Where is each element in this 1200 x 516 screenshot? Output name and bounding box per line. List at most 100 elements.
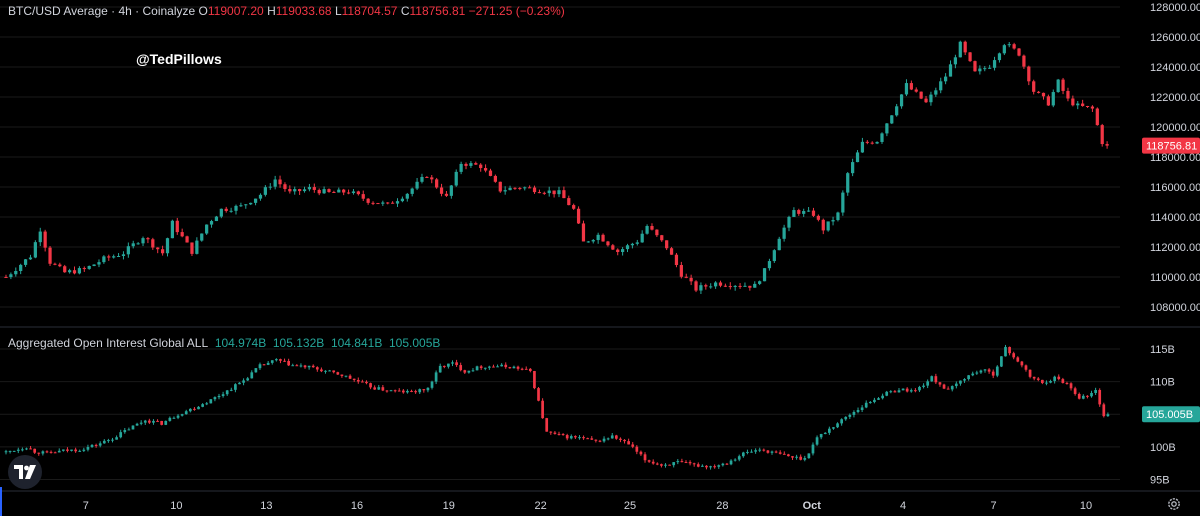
candle-body <box>743 285 747 287</box>
candle-body <box>705 465 708 468</box>
candle-body <box>268 186 272 188</box>
candle-body <box>205 224 209 234</box>
candle-body <box>483 168 488 171</box>
candle-body <box>516 366 520 369</box>
candle-body <box>165 238 170 254</box>
low-label: L <box>334 4 342 18</box>
x-tick-label: 25 <box>624 500 636 512</box>
last-value-tag <box>1142 137 1200 154</box>
candle-body <box>324 370 327 372</box>
candle-body <box>19 264 23 272</box>
candle-body <box>574 436 577 438</box>
candle-body <box>581 223 586 242</box>
price-legend: BTC/USD Average · 4h · Coinalyze O119007… <box>8 4 565 18</box>
candle-body <box>351 191 356 194</box>
oi-close-value: 105.005B <box>389 336 441 350</box>
candle-body <box>929 94 933 103</box>
close-label: C <box>400 4 410 18</box>
candle-body <box>918 386 921 391</box>
candle-body <box>782 227 786 239</box>
candle-body <box>500 364 504 367</box>
candle-body <box>188 408 192 412</box>
candle-body <box>455 362 458 366</box>
candle-body <box>410 390 413 392</box>
low-value: 118704.57 <box>341 4 398 18</box>
candle-body <box>616 249 620 252</box>
candle-body <box>336 372 340 375</box>
candle-body <box>86 447 90 450</box>
candle-body <box>819 434 823 438</box>
candle-body <box>758 281 762 284</box>
candle-body <box>68 270 72 273</box>
candle-body <box>176 415 180 418</box>
candle-body <box>135 423 139 426</box>
candle-body <box>1069 383 1073 389</box>
candle-body <box>97 262 101 265</box>
candle-body <box>753 283 757 288</box>
candle-body <box>143 420 147 423</box>
candle-body <box>152 420 155 423</box>
candle-body <box>127 429 131 431</box>
candle-body <box>302 189 307 192</box>
symbol-title[interactable]: BTC/USD Average · 4h · Coinalyze <box>8 4 196 18</box>
y-tick-label: 95B <box>1150 474 1170 486</box>
candle-body <box>826 221 830 231</box>
candle-body <box>438 365 442 373</box>
candle-body <box>954 383 958 387</box>
candle-body <box>107 440 110 442</box>
candle-body <box>938 382 942 385</box>
candle-body <box>205 403 209 405</box>
tradingview-logo-icon[interactable] <box>8 455 42 489</box>
candle-body <box>224 208 228 211</box>
y-tick-label: 126000.00 <box>1150 32 1200 44</box>
candle-body <box>770 451 774 453</box>
candle-body <box>948 64 953 77</box>
candle-body <box>90 444 94 448</box>
candle-body <box>459 163 463 172</box>
settings-gear-icon[interactable] <box>1166 496 1182 512</box>
candle-body <box>78 450 82 452</box>
candle-body <box>1032 376 1036 379</box>
candle-body <box>148 420 151 423</box>
candle-body <box>217 395 221 398</box>
oi-low-value: 104.841B <box>330 336 383 350</box>
y-tick-label: 120000.00 <box>1150 122 1200 134</box>
candle-body <box>270 360 274 363</box>
oi-title[interactable]: Aggregated Open Interest Global ALL <box>8 336 209 350</box>
candle-body <box>430 381 434 388</box>
candle-body <box>797 210 801 214</box>
candle-body <box>572 205 576 209</box>
x-tick-label: 10 <box>1080 500 1092 512</box>
candle-body <box>668 464 671 466</box>
candle-body <box>860 141 865 153</box>
candle-body <box>244 204 248 206</box>
candle-body <box>655 463 659 465</box>
candle-body <box>904 83 909 95</box>
candle-body <box>1012 353 1016 358</box>
candle-body <box>704 285 708 287</box>
candle-body <box>214 216 219 222</box>
candle-body <box>520 368 524 370</box>
candle-body <box>836 212 840 221</box>
candle-body <box>1102 404 1106 417</box>
candle-body <box>291 365 295 367</box>
candle-body <box>1002 45 1006 54</box>
candle-body <box>45 451 49 453</box>
candle-body <box>1061 79 1065 91</box>
candle-body <box>958 41 962 58</box>
candle-body <box>672 462 676 466</box>
x-tick-label: Oct <box>803 500 822 512</box>
candle-body <box>229 210 233 212</box>
candle-body <box>1053 376 1057 382</box>
candle-body <box>689 277 693 282</box>
candle-body <box>467 370 471 373</box>
high-label: H <box>267 4 276 18</box>
candle-body <box>102 440 106 444</box>
oi-legend: Aggregated Open Interest Global ALL 104.… <box>8 336 440 350</box>
candle-body <box>342 189 346 193</box>
open-label: O <box>198 4 208 18</box>
candle-body <box>400 198 405 202</box>
candle-body <box>844 416 848 420</box>
candle-body <box>655 229 659 236</box>
candle-body <box>823 432 827 435</box>
